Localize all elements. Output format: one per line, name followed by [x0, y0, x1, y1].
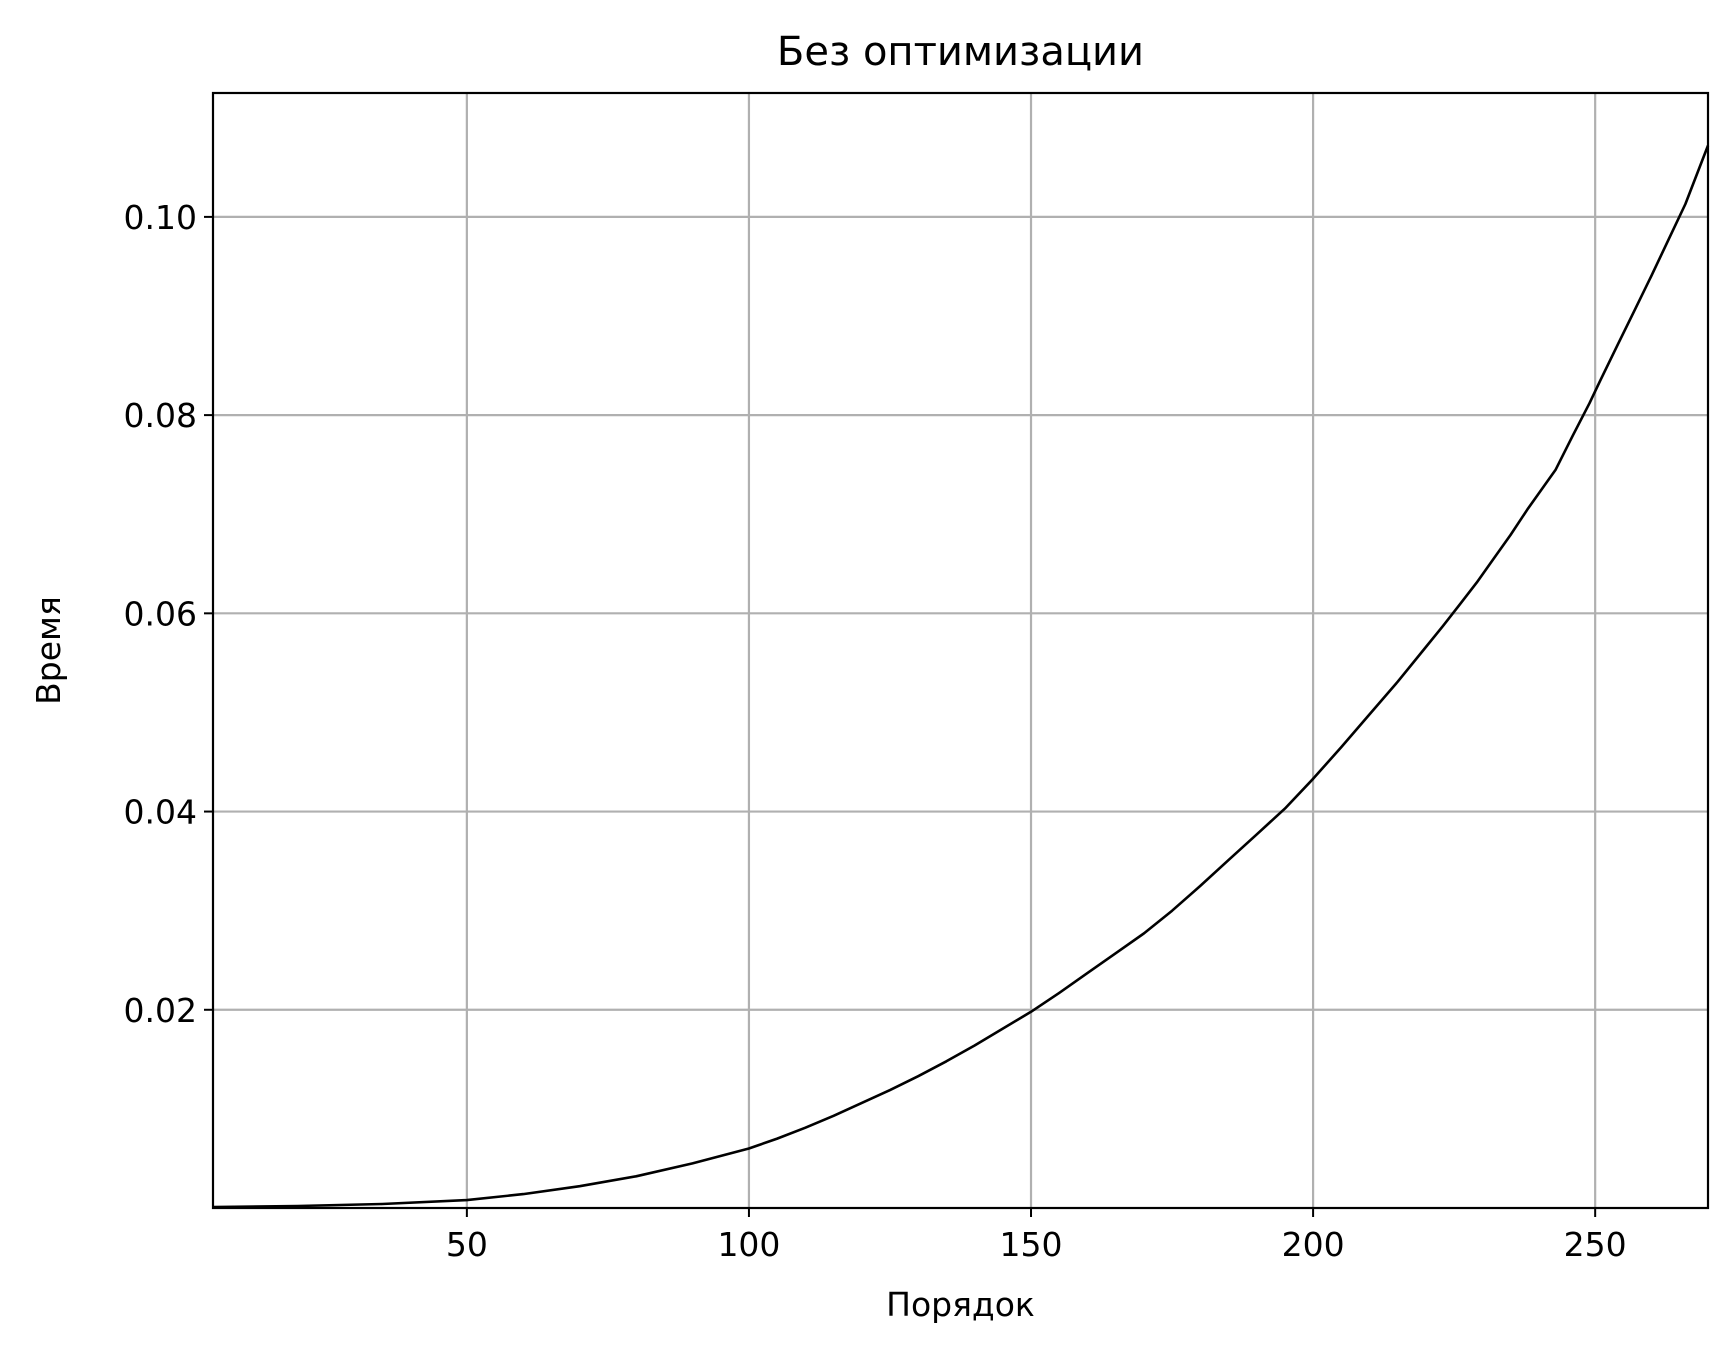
- series-layer: [212, 145, 1710, 1209]
- y-tick-label: 0.06: [124, 594, 197, 633]
- plot-frame: [211, 91, 1710, 1210]
- y-tick-label: 0.10: [124, 198, 197, 237]
- x-tick-label: 250: [1564, 1225, 1627, 1264]
- y-tick-label: 0.08: [124, 396, 197, 435]
- ticks-layer: 50 100 150 200 250 0.02 0.04 0.06 0.08 0.10: [124, 198, 1627, 1264]
- x-tick-label: 50: [446, 1225, 488, 1264]
- y-tick-label: 0.02: [124, 991, 197, 1030]
- x-tick-label: 150: [1000, 1225, 1063, 1264]
- x-axis-label: Порядок: [886, 1285, 1035, 1324]
- y-tick-label: 0.04: [124, 793, 197, 832]
- x-tick-label: 200: [1282, 1225, 1345, 1264]
- grid-layer: [213, 93, 1708, 1208]
- chart-title: Без оптимизации: [777, 29, 1144, 75]
- y-axis-label: Время: [29, 596, 68, 705]
- x-tick-label: 100: [717, 1225, 780, 1264]
- series-line: [212, 145, 1710, 1209]
